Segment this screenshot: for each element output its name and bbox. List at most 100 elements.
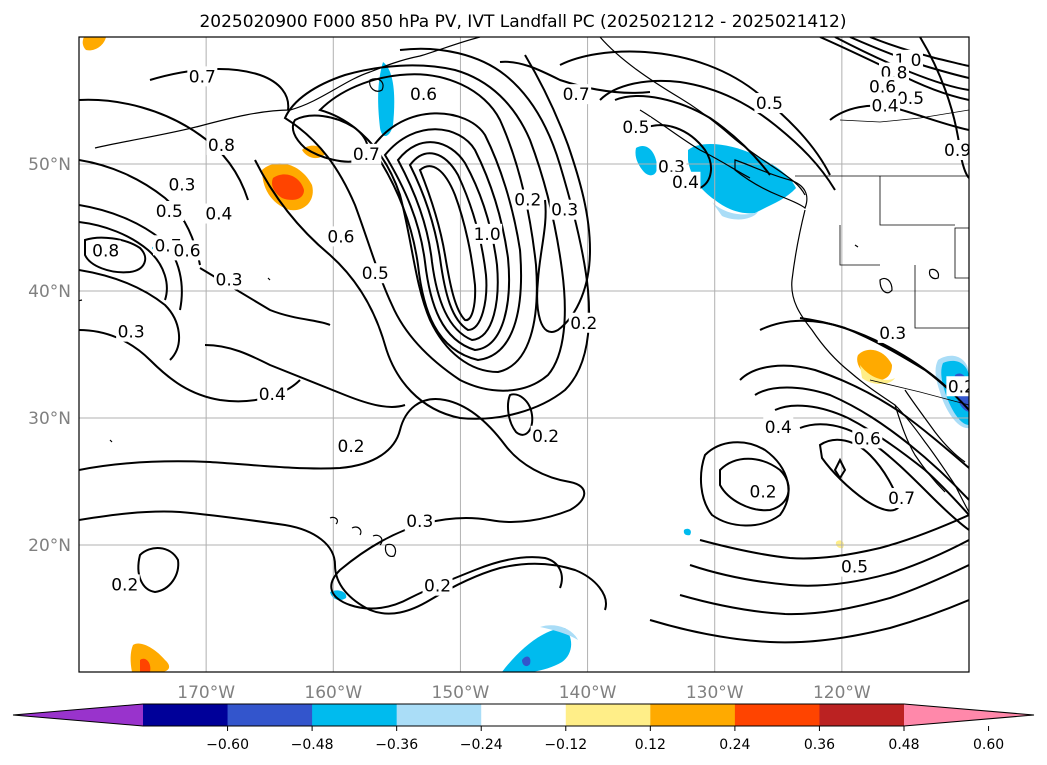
contour-0-2-se-j (649, 599, 969, 644)
colorbar-segment (650, 704, 736, 726)
pv-contours-layer (79, 37, 969, 644)
contour-label: 0.2 (532, 427, 559, 447)
canada-province-border (839, 109, 969, 123)
state-border-2 (839, 225, 880, 266)
contour-label: 0.3 (168, 175, 195, 195)
gulf-of-california (904, 389, 966, 463)
contour-label: 0.2 (514, 191, 541, 211)
contour-label: 0.2 (338, 437, 365, 457)
figure-title: 2025020900 F000 850 hPa PV, IVT Landfall… (199, 12, 846, 32)
contour-0-6-se-e (774, 404, 969, 516)
contour-0-6-central (370, 112, 523, 362)
contour-0-8-west-e (84, 236, 147, 274)
colorbar-outline (12, 703, 1035, 727)
colorbar-tick-label: −0.36 (375, 737, 418, 753)
shade-blue-south (522, 656, 531, 667)
contour-0-5-west-a (79, 98, 249, 201)
contour-label-bg (206, 134, 237, 155)
contour-label-bg (214, 269, 245, 290)
contour-0-5-ne-e (499, 60, 651, 94)
contour-label: 0.4 (205, 205, 232, 225)
us-mexico-border (869, 379, 969, 406)
contour-label: 0.4 (765, 418, 792, 438)
contour-label-bg (351, 143, 382, 164)
shade-cyan-gulf-alaska (378, 62, 395, 136)
contour-label: 0.5 (622, 118, 649, 138)
contour-label-bg (886, 488, 917, 509)
shade-cyan-tiny (683, 528, 691, 536)
contour-0-7-se-f (799, 423, 969, 531)
contour-0-4-wide (283, 64, 566, 392)
colorbar-tick-label: 0.36 (804, 737, 835, 753)
aleutian-chain (94, 109, 291, 149)
latitude-tick-labels: 20°N 30°N 40°N 50°N (28, 155, 71, 556)
contour-0-3-outer (254, 47, 591, 420)
contour-label-bg (325, 226, 356, 247)
colorbar-tick-label: 0.12 (635, 737, 666, 753)
contour-label: 0.7 (353, 145, 380, 165)
shade-cyan-south (502, 628, 572, 672)
contour-label: 0.5 (362, 264, 389, 284)
contour-label-bg (852, 428, 883, 449)
contour-label: 0.8 (92, 241, 119, 261)
small-islands (79, 244, 940, 443)
coastlines-layer (79, 37, 969, 557)
contour-label-bg (620, 117, 651, 138)
contour-label-bg (408, 84, 439, 105)
contour-label: 0.2 (424, 577, 451, 597)
contour-0-2-se-l (700, 441, 790, 527)
contour-0-5-se-g (699, 514, 969, 560)
contour-0-9-right (919, 37, 969, 179)
contour-label-bg (942, 140, 969, 161)
contour-label: 0.7 (888, 489, 915, 509)
colorbar-tick-label: 0.48 (888, 737, 919, 753)
contour-0-4-se-h (689, 539, 969, 587)
contour-diamond (833, 457, 847, 480)
contour-label: 0.3 (879, 324, 906, 344)
contour-label-bg (748, 481, 779, 502)
contour-label-bg (109, 574, 140, 595)
shade-cyan-vancouver-is (635, 145, 658, 176)
colorbar-extend-min (13, 704, 143, 726)
lat-tick-label: 50°N (28, 155, 71, 175)
contour-label-bg (257, 383, 288, 404)
contour-0-2-small-mid (507, 393, 534, 436)
lat-tick-label: 30°N (28, 409, 71, 429)
contour-0-7-nw (149, 68, 290, 111)
contour-right-top-3 (849, 37, 969, 79)
contour-label: 0.2 (570, 314, 597, 334)
colorbar-segment (312, 704, 398, 726)
contour-label: 0.4 (672, 173, 699, 193)
alaska-coast (289, 37, 481, 111)
contour-label-bg (422, 575, 453, 596)
contour-label-bg (568, 312, 599, 333)
contour-label: 0.2 (948, 377, 975, 397)
contour-label-bg (839, 556, 870, 577)
colorbar-tick-label: −0.48 (291, 737, 334, 753)
contour-label: 0.5 (841, 558, 868, 578)
contour-label: 0.2 (750, 483, 777, 503)
contour-0-5-se-d (754, 386, 969, 501)
lon-tick-label: 140°W (559, 683, 617, 703)
lon-tick-label: 130°W (686, 683, 744, 703)
contour-label-bg (530, 425, 561, 446)
contour-label-bg (166, 174, 197, 195)
contour-label-bg (203, 203, 234, 224)
colorbar-tick-label: 0.60 (973, 737, 1004, 753)
contour-label: 0.4 (872, 97, 899, 117)
contour-label: 0.7 (563, 85, 590, 105)
colorbar-tick-label: 0.24 (719, 737, 750, 753)
contour-1-0-central (418, 165, 477, 322)
contour-label: 0.3 (118, 323, 145, 343)
contour-label-bg (670, 171, 701, 192)
contour-0-3-se-i (679, 564, 969, 616)
hawaii-islands (329, 516, 397, 557)
contour-0-9-central (408, 152, 488, 332)
shade-cyan-hawaii (330, 590, 347, 600)
se-alaska-coast (599, 37, 806, 196)
contour-0-2-small-west (137, 547, 180, 594)
contour-0-7-central (383, 128, 511, 352)
lat-tick-label: 20°N (28, 536, 71, 556)
colorbar-tick-label: −0.24 (460, 737, 503, 753)
colorbar: −0.60 −0.48 −0.36 −0.24 −0.12 0.12 0.24 0.36 0.4… (12, 703, 1035, 753)
